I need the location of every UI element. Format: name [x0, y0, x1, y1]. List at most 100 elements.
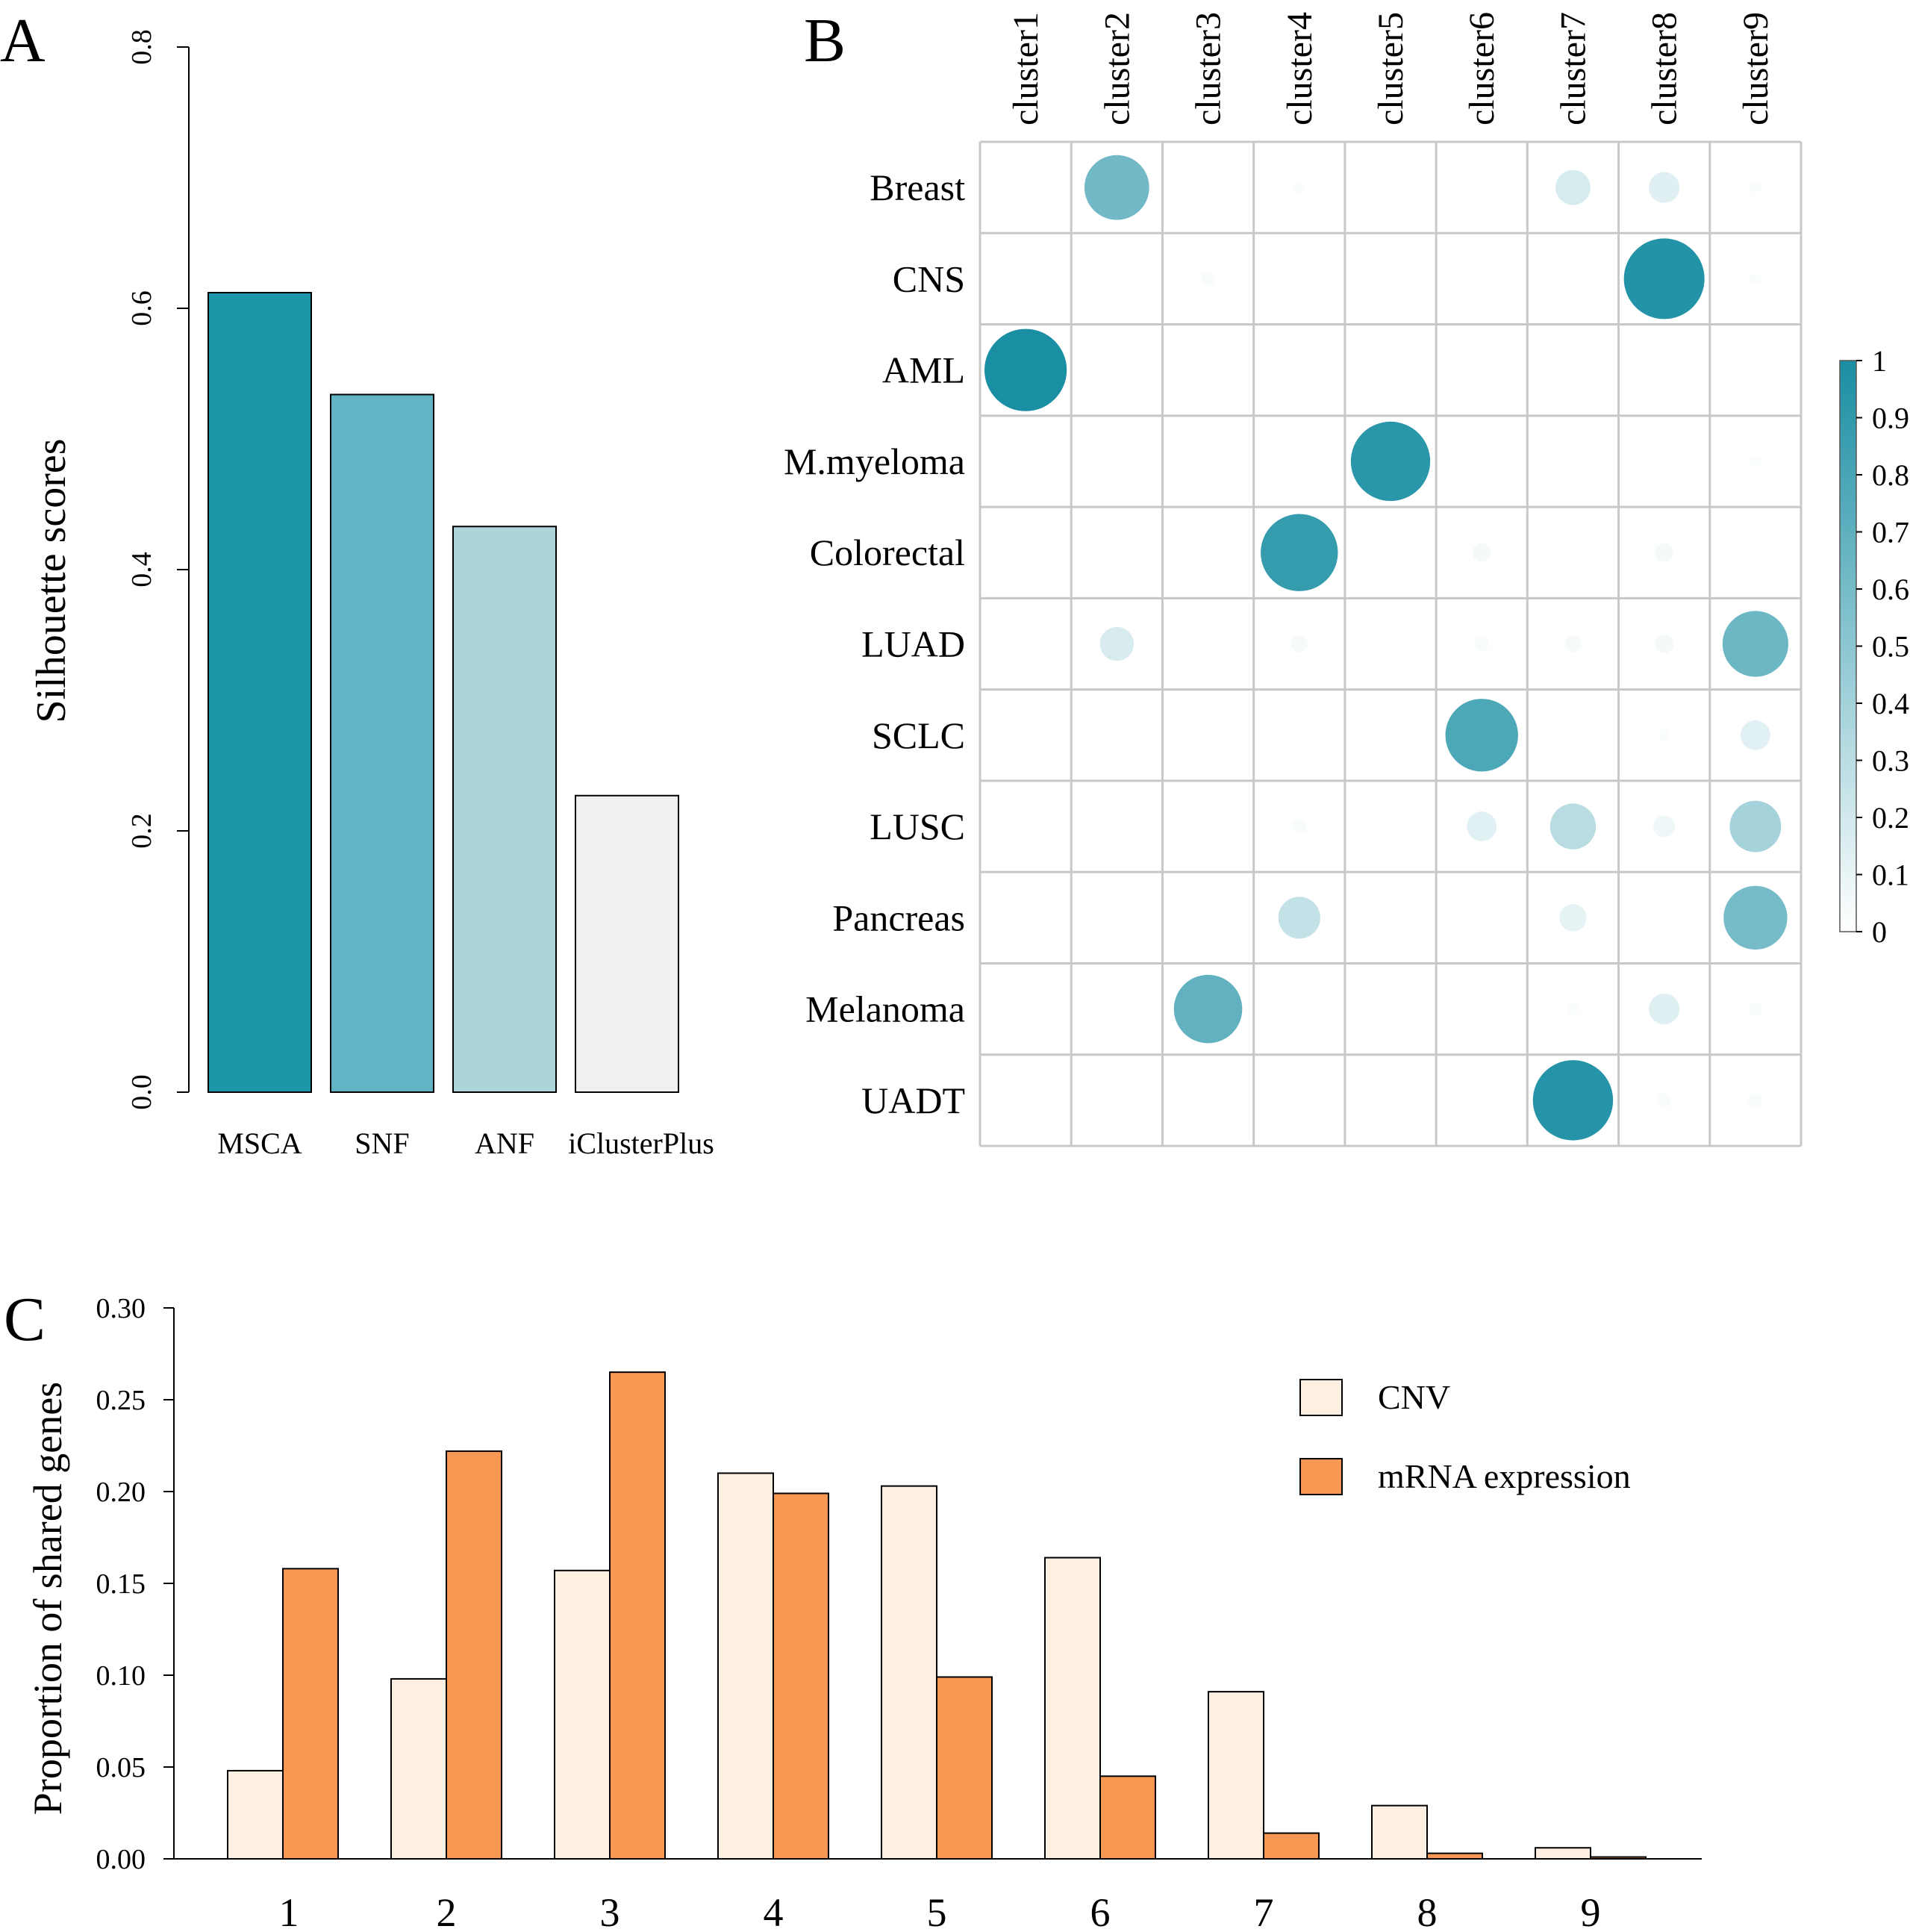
colorbar-tick-label: 1 — [1872, 344, 1887, 378]
bubble-LUAD-cluster9 — [1722, 611, 1788, 677]
colorbar — [1839, 360, 1857, 932]
x-tick-label: SNF — [355, 1127, 409, 1160]
bubble-Breast-cluster8 — [1649, 172, 1680, 203]
bubble-Melanoma-cluster7 — [1567, 1003, 1579, 1015]
bar-iClusterPlus — [575, 794, 679, 1093]
bar-mrna-5 — [936, 1676, 993, 1860]
row-label-Colorectal: Colorectal — [810, 532, 965, 573]
x-tick-label: 5 — [927, 1890, 947, 1932]
bubble-CNS-cluster3 — [1201, 271, 1216, 286]
x-tick-label: MSCA — [217, 1127, 302, 1160]
x-tick-label: 8 — [1417, 1890, 1438, 1932]
bubble-CNS-cluster9 — [1750, 272, 1761, 285]
bar-cnv-4 — [717, 1472, 774, 1860]
x-tick-label: 4 — [764, 1890, 784, 1932]
x-tick-label: ANF — [475, 1127, 534, 1160]
x-tick-label: 9 — [1581, 1890, 1601, 1932]
bubble-LUAD-cluster8 — [1655, 635, 1673, 653]
bubble-M.myeloma-cluster9 — [1750, 455, 1761, 467]
bar-mrna-2 — [446, 1450, 502, 1860]
bubble-UADT-cluster9 — [1748, 1093, 1763, 1108]
colorbar-tick-label: 0.3 — [1872, 744, 1909, 778]
bar-ANF — [452, 526, 557, 1093]
row-label-UADT: UADT — [861, 1079, 965, 1121]
colorbar-tick-label: 0.7 — [1872, 516, 1909, 549]
legend-label-mrna: mRNA expression — [1378, 1457, 1631, 1495]
bar-cnv-3 — [554, 1569, 611, 1860]
panel-label-a: A — [0, 6, 46, 75]
bubble-M.myeloma-cluster5 — [1350, 421, 1431, 502]
y-tick-label: 0.30 — [96, 1293, 146, 1324]
colorbar-tick-label: 0.5 — [1872, 630, 1909, 664]
bubble-UADT-cluster7 — [1532, 1060, 1614, 1141]
legend-swatch-cnv — [1299, 1379, 1343, 1416]
bubble-Melanoma-cluster8 — [1649, 993, 1680, 1025]
row-label-Pancreas: Pancreas — [832, 897, 965, 938]
x-tick-label: 7 — [1254, 1890, 1274, 1932]
bubble-LUSC-cluster9 — [1729, 800, 1782, 853]
y-tick-label: 0.25 — [96, 1385, 146, 1416]
colorbar-tick-label: 0.9 — [1872, 402, 1909, 435]
bubble-SCLC-cluster8 — [1658, 729, 1670, 741]
column-label-cluster9: cluster9 — [1736, 12, 1776, 125]
y-tick-label: 0.6 — [126, 290, 157, 326]
bubble-Breast-cluster7 — [1555, 169, 1591, 205]
bar-cnv-2 — [390, 1677, 447, 1860]
bubble-LUSC-cluster4 — [1292, 819, 1307, 834]
bubble-LUSC-cluster7 — [1549, 803, 1597, 850]
bubble-Melanoma-cluster9 — [1748, 1002, 1763, 1017]
bubble-CNS-cluster8 — [1623, 238, 1705, 320]
bar-mrna-4 — [773, 1492, 829, 1860]
y-tick-label: 0.8 — [126, 29, 157, 65]
bubble-Colorectal-cluster4 — [1261, 514, 1338, 591]
column-label-cluster7: cluster7 — [1553, 12, 1593, 125]
bar-cnv-7 — [1208, 1691, 1264, 1860]
x-tick-label: 3 — [600, 1890, 620, 1932]
panel-a: A 0.0 0.2 0.4 0.6 0.8 Silhouette scores MSCA SNF… — [0, 6, 714, 1160]
row-label-LUSC: LUSC — [870, 805, 965, 847]
row-label-AML: AML — [882, 349, 965, 391]
column-label-cluster6: cluster6 — [1462, 12, 1502, 125]
bubble-LUAD-cluster4 — [1291, 635, 1308, 652]
bubble-SCLC-cluster9 — [1741, 720, 1770, 750]
legend-label-cnv: CNV — [1378, 1378, 1450, 1416]
column-label-cluster3: cluster3 — [1189, 12, 1229, 125]
bubble-Breast-cluster9 — [1750, 181, 1761, 193]
row-label-SCLC: SCLC — [872, 714, 965, 756]
y-tick-label: 0.05 — [96, 1752, 146, 1783]
panel-label-b: B — [804, 6, 846, 75]
column-label-cluster8: cluster8 — [1645, 12, 1685, 125]
x-tick-label: 1 — [279, 1890, 299, 1932]
bubble-UADT-cluster8 — [1657, 1093, 1672, 1108]
bar-mrna-1 — [282, 1568, 339, 1860]
bubble-Pancreas-cluster9 — [1723, 885, 1788, 950]
x-tick-label: 2 — [437, 1890, 457, 1932]
y-tick-label: 0.2 — [126, 813, 157, 849]
column-label-cluster4: cluster4 — [1280, 12, 1320, 125]
bar-cnv-5 — [881, 1485, 937, 1860]
y-tick-label: 0.4 — [126, 552, 157, 588]
bubble-Melanoma-cluster3 — [1173, 974, 1243, 1044]
bar-cnv-8 — [1371, 1804, 1428, 1860]
bar-cnv-6 — [1044, 1556, 1101, 1860]
bar-mrna-3 — [609, 1371, 666, 1860]
y-axis-title: Silhouette scores — [28, 438, 75, 723]
bubble-Breast-cluster2 — [1084, 155, 1149, 220]
column-label-cluster2: cluster2 — [1097, 12, 1137, 125]
bar-mrna-6 — [1099, 1775, 1156, 1860]
bar-cnv-1 — [227, 1769, 284, 1860]
row-label-Melanoma: Melanoma — [805, 988, 965, 1030]
panel-label-c: C — [4, 1285, 46, 1354]
column-label-cluster1: cluster1 — [1006, 12, 1046, 125]
row-label-LUAD: LUAD — [861, 623, 965, 665]
colorbar-tick-label: 0 — [1872, 915, 1887, 949]
colorbar-tick-label: 0.1 — [1872, 859, 1909, 892]
x-tick-label: iClusterPlus — [568, 1127, 714, 1160]
bar-SNF — [330, 393, 434, 1093]
x-tick-label: 6 — [1090, 1890, 1111, 1932]
bubble-LUAD-cluster7 — [1564, 635, 1582, 652]
bubble-Colorectal-cluster6 — [1472, 543, 1491, 562]
bubble-SCLC-cluster6 — [1445, 699, 1518, 772]
